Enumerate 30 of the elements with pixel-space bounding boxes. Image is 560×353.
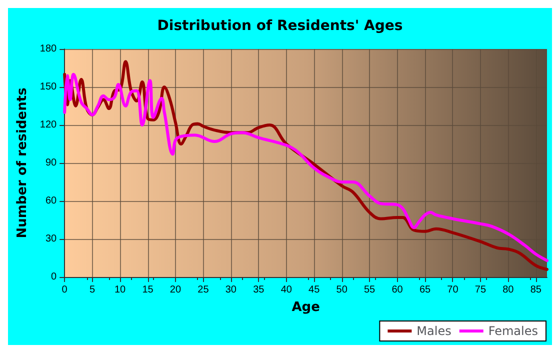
x-tick-label: 85 <box>530 284 542 296</box>
legend-label: Males <box>416 324 452 338</box>
y-tick-label: 60 <box>45 196 58 206</box>
y-tick-label: 30 <box>45 234 58 244</box>
x-tick-label: 70 <box>447 284 459 296</box>
x-tick-label: 0 <box>62 284 68 296</box>
x-tick-label: 20 <box>170 284 182 296</box>
chart-title: Distribution of Residents' Ages <box>157 18 403 34</box>
x-tick-label: 75 <box>474 284 486 296</box>
legend-label: Females <box>488 324 538 338</box>
x-tick-label: 10 <box>114 284 126 296</box>
x-tick-label: 5 <box>90 284 96 296</box>
x-tick-label: 15 <box>142 284 154 296</box>
x-tick-label: 55 <box>364 284 376 296</box>
y-tick-label: 180 <box>40 44 58 54</box>
y-tick-label: 0 <box>51 272 58 282</box>
x-tick-label: 60 <box>392 284 404 296</box>
x-tick-label: 30 <box>225 284 237 296</box>
x-tick-label: 50 <box>336 284 348 296</box>
y-axis-title: Number of residents <box>15 87 30 238</box>
x-tick-label: 25 <box>198 284 210 296</box>
y-tick-label: 90 <box>45 158 58 168</box>
x-tick-label: 45 <box>308 284 320 296</box>
x-tick-label: 80 <box>502 284 514 296</box>
x-tick-label: 40 <box>280 284 292 296</box>
x-tick-label: 35 <box>253 284 265 296</box>
y-tick-label: 150 <box>40 82 58 92</box>
x-axis-title: Age <box>292 300 320 315</box>
y-tick-label: 120 <box>40 120 58 130</box>
x-tick-label: 65 <box>419 284 432 296</box>
